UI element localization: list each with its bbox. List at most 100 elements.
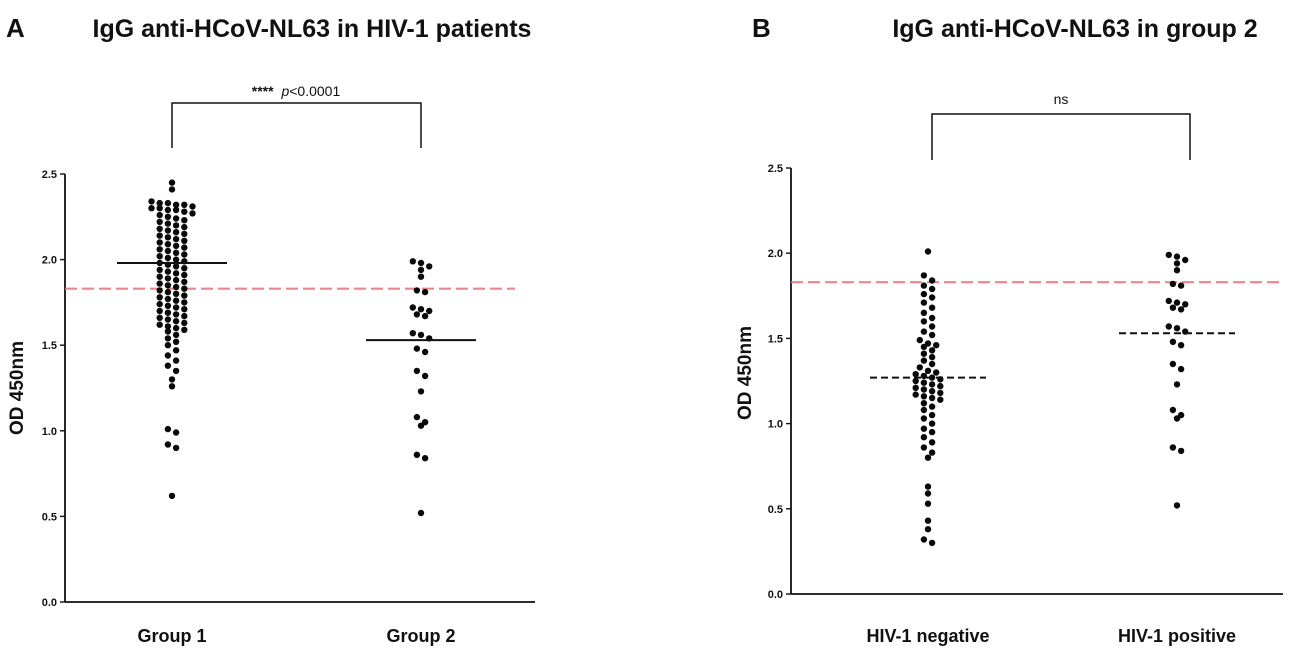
data-point [928,353,936,361]
data-point [172,242,180,250]
data-point [156,307,163,315]
significance-label-a: **** p<0.0001 [252,83,341,99]
data-point [181,299,188,306]
data-point [156,232,163,239]
data-point [1165,323,1173,330]
data-point [920,379,928,386]
data-point [148,198,155,205]
data-point [164,241,172,248]
data-point [1165,297,1173,305]
data-point [156,280,163,287]
data-point [421,455,429,462]
data-point [928,277,936,284]
data-point [156,294,163,301]
data-point [409,304,416,311]
data-point [928,388,936,395]
data-point [172,235,180,243]
data-point [156,273,163,280]
data-point [413,451,421,458]
data-point [1169,444,1177,451]
data-points-a [148,179,433,517]
data-point [172,229,180,236]
data-point [920,318,928,325]
data-point [164,342,172,349]
data-point [164,268,172,275]
data-point [156,287,163,294]
data-point [928,285,936,293]
data-point [172,304,180,311]
data-point [924,500,932,507]
data-point [928,411,936,419]
data-point [1177,342,1185,349]
data-point [928,360,936,368]
data-point [156,205,163,212]
data-point [1182,256,1189,264]
data-point [181,326,188,333]
data-point [426,263,433,270]
data-point [1177,447,1185,455]
y-axis-label-a: OD 450nm [7,341,28,435]
data-point [164,316,172,323]
data-point [156,199,163,207]
data-point [172,222,180,229]
data-point [924,483,932,490]
y-tick-label: 0.0 [768,589,783,601]
data-point [928,323,936,330]
data-point [181,278,188,286]
data-point [1169,304,1177,311]
data-point [164,282,172,289]
data-point [181,285,188,292]
data-point [172,318,180,325]
data-point [181,208,188,215]
data-point [168,492,176,500]
category-label-hiv-negative: HIV-1 negative [866,626,989,646]
data-point [189,203,196,210]
data-point [172,347,180,354]
y-tick-label: 2.0 [768,248,783,260]
data-point [928,539,936,547]
data-point [409,330,416,337]
data-point [1177,365,1185,373]
data-point [1169,406,1177,414]
data-point [1173,299,1181,306]
data-point [417,509,425,517]
data-point [181,244,188,251]
significance-stars-a: **** [252,83,274,99]
data-point [156,314,163,321]
data-point [181,237,188,244]
data-point [417,266,425,274]
data-point [172,263,180,270]
data-point [1165,251,1173,259]
data-point [1173,325,1181,332]
data-point [937,382,944,390]
significance-bracket-b [931,113,1191,160]
data-point [156,211,163,219]
y-tick-label: 1.0 [42,426,57,438]
data-point [172,290,180,297]
data-point [417,306,425,313]
panel-letter-b: B [752,13,771,43]
data-point [1182,301,1189,308]
data-point [413,367,421,375]
data-point [928,294,936,301]
data-point [920,343,928,351]
data-point [920,386,928,393]
data-points-b [912,248,1189,547]
data-point [164,213,172,220]
data-point [1173,260,1181,267]
medians-a [117,262,476,342]
panel-b-title: IgG anti-HCoV-NL63 in group 2 [892,15,1257,43]
data-point [1169,360,1177,368]
data-point [924,490,932,497]
data-point [413,311,421,318]
data-point [172,256,180,263]
data-point [164,309,172,316]
data-point [168,179,176,186]
data-point [181,271,188,279]
category-label-group-2: Group 2 [386,626,455,646]
category-label-hiv-positive: HIV-1 positive [1118,626,1236,646]
data-point [181,217,188,224]
y-ticks-b: 0.0 0.5 1.0 1.5 2.0 2.5 [768,163,791,601]
y-tick-label: 0.0 [42,597,57,609]
